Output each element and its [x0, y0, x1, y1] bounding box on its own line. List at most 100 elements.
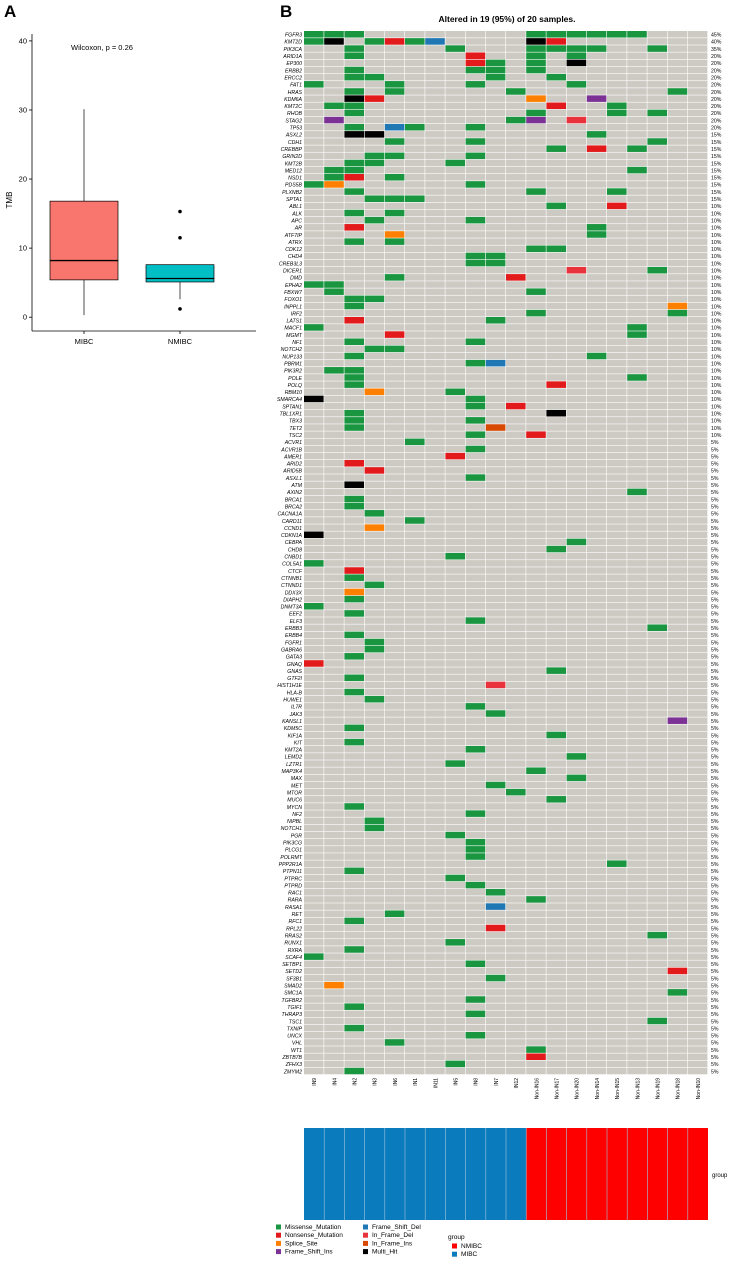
- empty-cell: [445, 288, 465, 295]
- empty-cell: [627, 610, 647, 617]
- gene-label: RUNX1: [284, 941, 302, 947]
- empty-cell: [445, 302, 465, 310]
- empty-cell: [324, 138, 344, 145]
- empty-cell: [445, 245, 465, 253]
- empty-cell: [687, 166, 708, 174]
- empty-cell: [586, 188, 607, 195]
- empty-cell: [687, 1003, 708, 1010]
- empty-cell: [687, 688, 708, 696]
- empty-cell: [586, 73, 607, 81]
- empty-cell: [566, 552, 587, 560]
- empty-cell: [445, 717, 465, 724]
- empty-cell: [364, 174, 385, 181]
- boxplot-x-tick-label: MIBC: [75, 337, 94, 346]
- mutation-cell: [465, 52, 486, 59]
- empty-cell: [627, 238, 647, 245]
- empty-cell: [607, 624, 627, 631]
- empty-cell: [647, 166, 667, 174]
- empty-cell: [607, 717, 627, 724]
- mutation-cell: [344, 381, 364, 388]
- empty-cell: [324, 953, 344, 960]
- empty-cell: [384, 502, 405, 510]
- empty-cell: [506, 717, 526, 724]
- empty-cell: [485, 238, 506, 245]
- empty-cell: [687, 631, 708, 639]
- empty-cell: [506, 688, 526, 696]
- gene-label: SETD2: [285, 969, 302, 975]
- empty-cell: [445, 1046, 465, 1053]
- empty-cell: [526, 695, 546, 703]
- gene-label: MUC6: [287, 798, 302, 804]
- empty-cell: [566, 574, 587, 581]
- empty-cell: [445, 174, 465, 181]
- gene-percent-label: 5%: [711, 719, 719, 725]
- empty-cell: [546, 831, 566, 839]
- empty-cell: [526, 567, 546, 574]
- empty-cell: [506, 1046, 526, 1053]
- empty-cell: [506, 1053, 526, 1060]
- empty-cell: [304, 388, 324, 396]
- empty-cell: [405, 981, 425, 989]
- empty-cell: [465, 967, 486, 975]
- gene-percent-label: 5%: [711, 1048, 719, 1054]
- empty-cell: [445, 131, 465, 138]
- empty-cell: [425, 889, 445, 896]
- empty-cell: [647, 374, 667, 381]
- empty-cell: [384, 824, 405, 832]
- empty-cell: [526, 495, 546, 503]
- empty-cell: [526, 317, 546, 324]
- empty-cell: [687, 1024, 708, 1032]
- group-legend-swatch-mibc: [452, 1251, 457, 1257]
- empty-cell: [607, 266, 627, 274]
- empty-cell: [566, 510, 587, 517]
- empty-cell: [526, 595, 546, 603]
- empty-cell: [687, 967, 708, 975]
- empty-cell: [546, 753, 566, 760]
- empty-cell: [586, 495, 607, 503]
- empty-cell: [607, 438, 627, 446]
- empty-cell: [566, 953, 587, 960]
- empty-cell: [425, 838, 445, 846]
- empty-cell: [607, 460, 627, 467]
- empty-cell: [526, 159, 546, 167]
- empty-cell: [425, 452, 445, 460]
- empty-cell: [607, 395, 627, 403]
- gene-label: DMD: [290, 276, 302, 282]
- empty-cell: [384, 166, 405, 174]
- empty-cell: [405, 574, 425, 581]
- empty-cell: [506, 1067, 526, 1075]
- empty-cell: [647, 681, 667, 689]
- empty-cell: [465, 1067, 486, 1075]
- empty-cell: [627, 724, 647, 732]
- gene-label: TGFBR2: [282, 998, 303, 1004]
- empty-cell: [405, 1039, 425, 1046]
- empty-cell: [445, 974, 465, 982]
- empty-cell: [586, 860, 607, 867]
- empty-cell: [687, 567, 708, 574]
- empty-cell: [485, 481, 506, 488]
- empty-cell: [667, 438, 688, 446]
- empty-cell: [667, 152, 688, 160]
- mutation-cell: [384, 138, 405, 145]
- empty-cell: [384, 603, 405, 610]
- mutation-cell: [304, 660, 324, 667]
- empty-cell: [485, 567, 506, 574]
- mutation-cell: [485, 59, 506, 67]
- mutation-cell: [344, 95, 364, 102]
- empty-cell: [324, 967, 344, 975]
- empty-cell: [566, 188, 587, 195]
- empty-cell: [405, 703, 425, 710]
- empty-cell: [364, 889, 385, 896]
- empty-cell: [647, 331, 667, 338]
- empty-cell: [465, 188, 486, 195]
- empty-cell: [344, 924, 364, 932]
- empty-cell: [485, 824, 506, 832]
- empty-cell: [566, 788, 587, 796]
- empty-cell: [627, 81, 647, 88]
- gene-label: TBL1XR1: [280, 412, 303, 418]
- empty-cell: [425, 746, 445, 753]
- empty-cell: [546, 338, 566, 345]
- mutation-cell: [526, 431, 546, 438]
- mutation-cell: [364, 95, 385, 102]
- empty-cell: [586, 1032, 607, 1039]
